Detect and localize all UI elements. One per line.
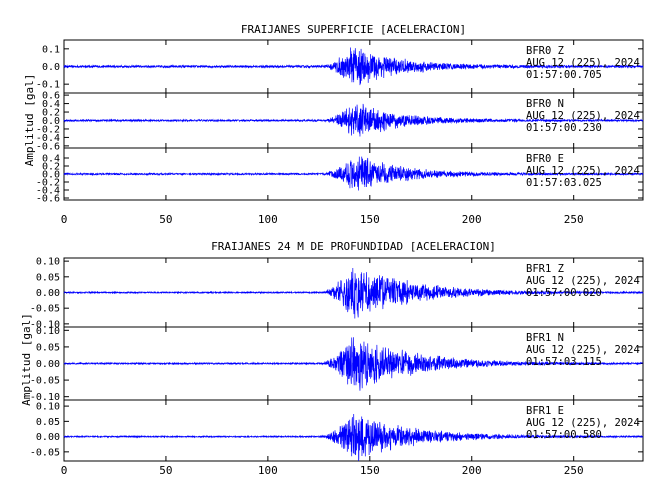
y-tick-label: 0.2 — [42, 162, 60, 173]
y-tick-label: 0.05 — [36, 342, 60, 353]
station-component-label: BFR0 E — [526, 153, 564, 165]
y-tick-label: -0.4 — [36, 133, 60, 144]
y-tick-label: 0.10 — [36, 257, 60, 268]
y-axis-label: Amplitud [gal] — [20, 313, 33, 406]
x-tick-label: 200 — [462, 213, 482, 226]
waveform-trace — [63, 103, 644, 137]
trace-start-time: 01:57:00.705 — [526, 69, 602, 81]
x-tick-label: 0 — [61, 213, 68, 226]
y-tick-label: -0.10 — [30, 392, 60, 403]
chart-title: FRAIJANES SUPERFICIE [ACELERACION] — [241, 23, 466, 36]
y-tick-label: 0.00 — [36, 359, 60, 370]
y-tick-label: 0.00 — [36, 432, 60, 443]
chart-group-0: FRAIJANES SUPERFICIE [ACELERACION] Amplit… — [23, 23, 644, 226]
waveform-trace — [63, 337, 644, 391]
x-tick-label: 250 — [564, 464, 584, 477]
y-tick-label: -0.6 — [36, 141, 60, 152]
station-component-label: BFR1 E — [526, 405, 564, 417]
y-tick-label: 0.00 — [36, 288, 60, 299]
trace-date: AUG 12 (225), 2024 — [526, 110, 640, 122]
chart-title: FRAIJANES 24 M DE PROFUNDIDAD [ACELERACI… — [211, 240, 496, 253]
y-tick-label: 0.0 — [42, 116, 60, 127]
y-tick-label: -0.6 — [36, 194, 60, 205]
waveform-trace — [63, 414, 644, 462]
chart-group-1: FRAIJANES 24 M DE PROFUNDIDAD [ACELERACI… — [20, 240, 644, 477]
y-tick-label: 0.10 — [36, 402, 60, 413]
x-tick-label: 100 — [258, 213, 278, 226]
y-tick-label: -0.05 — [30, 447, 60, 458]
station-component-label: BFR0 Z — [526, 45, 564, 57]
station-component-label: BFR1 Z — [526, 263, 564, 275]
y-tick-label: -0.4 — [36, 186, 60, 197]
y-tick-label: -0.05 — [30, 304, 60, 315]
waveform-trace — [63, 47, 644, 86]
x-tick-label: 50 — [159, 464, 172, 477]
trace-date: AUG 12 (225), 2024 — [526, 344, 640, 356]
trace-start-time: 01:57:03.115 — [526, 356, 602, 368]
trace-date: AUG 12 (225), 2024 — [526, 275, 640, 287]
x-tick-label: 0 — [61, 464, 68, 477]
y-tick-label: -0.05 — [30, 376, 60, 387]
waveform-trace — [63, 268, 644, 319]
trace-date: AUG 12 (225), 2024 — [526, 417, 640, 429]
waveform-trace — [63, 156, 644, 191]
y-tick-label: 0.0 — [42, 62, 60, 73]
x-tick-label: 250 — [564, 213, 584, 226]
x-tick-label: 100 — [258, 464, 278, 477]
station-component-label: BFR0 N — [526, 98, 564, 110]
trace-start-time: 01:57:00.020 — [526, 287, 602, 299]
trace-start-time: 01:57:00.230 — [526, 122, 602, 134]
trace-date: AUG 12 (225), 2024 — [526, 165, 640, 177]
y-axis-label: Amplitud [gal] — [23, 74, 36, 167]
panel-frame — [63, 399, 644, 462]
y-tick-label: -0.2 — [36, 124, 60, 135]
y-tick-label: 0.1 — [42, 44, 60, 55]
x-tick-label: 150 — [360, 213, 380, 226]
y-tick-label: 0.6 — [42, 91, 60, 102]
y-tick-label: 0.05 — [36, 272, 60, 283]
y-tick-label: 0.4 — [42, 154, 60, 165]
station-component-label: BFR1 N — [526, 332, 564, 344]
y-tick-label: 0.4 — [42, 99, 60, 110]
trace-date: AUG 12 (225), 2024 — [526, 57, 640, 69]
x-tick-label: 50 — [159, 213, 172, 226]
y-tick-label: 0.2 — [42, 108, 60, 119]
y-tick-label: -0.10 — [30, 319, 60, 330]
y-tick-label: 0.05 — [36, 417, 60, 428]
trace-start-time: 01:57:03.025 — [526, 177, 602, 189]
y-tick-label: -0.2 — [36, 178, 60, 189]
y-tick-label: 0.0 — [42, 170, 60, 181]
x-tick-label: 150 — [360, 464, 380, 477]
y-tick-label: -0.1 — [36, 80, 60, 91]
x-tick-label: 200 — [462, 464, 482, 477]
trace-start-time: 01:57:00.580 — [526, 429, 602, 441]
y-tick-label: 0.10 — [36, 326, 60, 337]
